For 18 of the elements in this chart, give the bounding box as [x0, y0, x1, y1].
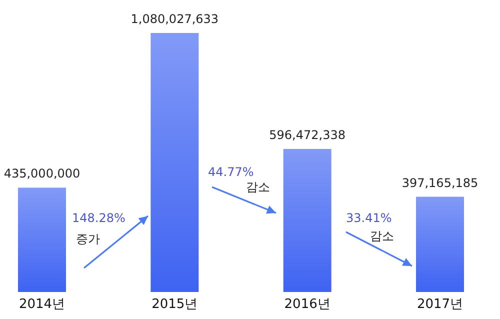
bar [150, 33, 199, 292]
x-tick-label: 2014년 [18, 297, 66, 312]
bar [416, 196, 464, 292]
annotation: 증가 [76, 232, 100, 246]
x-tick-label: 2017년 [416, 297, 464, 312]
data-label: 397,165,185 [402, 176, 478, 190]
annotation: 감소 [246, 180, 270, 194]
bar [18, 188, 66, 292]
bar [283, 148, 332, 292]
annotation: 감소 [370, 229, 394, 243]
annotation: 44.77% [208, 165, 254, 179]
data-label: 596,472,338 [269, 128, 346, 142]
x-tick-label: 2015년 [152, 297, 198, 312]
x-tick-label: 2016년 [284, 297, 330, 312]
data-label: 435,000,000 [4, 166, 80, 181]
annotation: 148.28% [72, 211, 126, 225]
annotation: 33.41% [346, 211, 392, 225]
data-label: 1,080,027,633 [130, 12, 219, 26]
